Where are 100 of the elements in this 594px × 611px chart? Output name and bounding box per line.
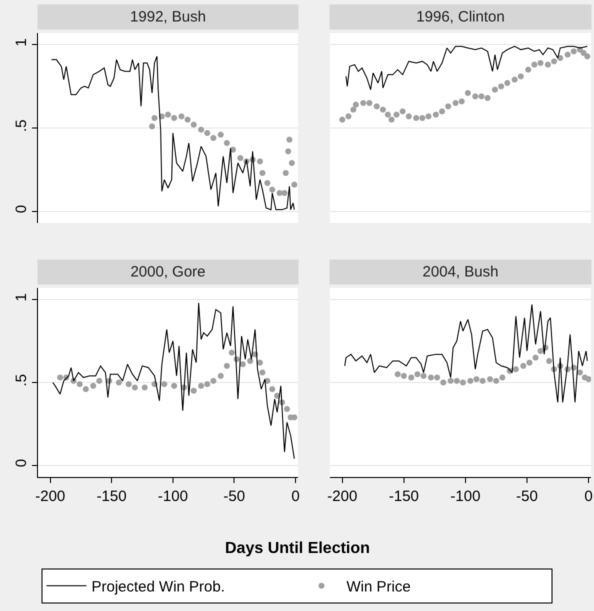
- point: [393, 112, 400, 118]
- x-axis-title: Days Until Election: [225, 540, 370, 557]
- point: [525, 66, 532, 73]
- point: [126, 381, 132, 388]
- point: [452, 100, 459, 106]
- point: [149, 123, 156, 130]
- point: [520, 362, 526, 369]
- point: [171, 382, 178, 389]
- point: [224, 140, 230, 146]
- point: [428, 374, 434, 381]
- point: [218, 372, 224, 379]
- point: [256, 158, 263, 164]
- chart-title: 2000, Gore: [130, 264, 206, 280]
- line-series: [50, 56, 295, 210]
- point: [284, 406, 290, 412]
- point: [350, 106, 356, 113]
- point: [384, 112, 391, 118]
- point: [439, 108, 446, 114]
- point: [345, 113, 352, 120]
- point: [570, 48, 577, 54]
- point: [57, 374, 64, 381]
- y-tick-label: 1: [13, 293, 30, 302]
- point: [76, 381, 83, 388]
- point: [586, 376, 591, 382]
- x-tick-label: -100: [158, 488, 188, 505]
- x-tick-label: -150: [388, 488, 419, 505]
- point: [360, 100, 366, 106]
- point: [178, 113, 184, 120]
- point: [408, 374, 414, 381]
- point: [414, 371, 420, 378]
- point: [218, 132, 224, 138]
- point: [259, 370, 266, 376]
- point: [204, 130, 210, 136]
- point: [90, 382, 96, 389]
- point: [531, 62, 538, 68]
- point: [546, 358, 552, 364]
- point: [264, 180, 270, 186]
- point: [400, 372, 407, 379]
- point: [499, 374, 506, 381]
- point: [352, 102, 359, 108]
- point: [544, 62, 551, 68]
- chart-title: 2004, Bush: [422, 264, 498, 280]
- y-tick-label: .5: [13, 119, 30, 132]
- point: [366, 100, 372, 106]
- point: [493, 378, 500, 384]
- point: [419, 115, 426, 121]
- point: [116, 380, 122, 386]
- point: [184, 116, 191, 123]
- point: [171, 115, 178, 121]
- point: [228, 350, 235, 356]
- point: [532, 354, 539, 361]
- point: [161, 381, 168, 388]
- point: [142, 384, 148, 390]
- point: [282, 170, 289, 176]
- point: [526, 360, 532, 366]
- point: [224, 362, 230, 369]
- point: [472, 93, 478, 100]
- point: [425, 113, 432, 120]
- y-tick-label: 0: [13, 204, 30, 214]
- point: [480, 378, 486, 384]
- point: [580, 50, 587, 56]
- point: [498, 83, 504, 90]
- chart-title: 1992, Bush: [130, 8, 206, 26]
- point: [445, 103, 452, 110]
- point: [474, 376, 480, 382]
- point: [237, 155, 244, 161]
- point: [198, 126, 204, 133]
- point: [440, 380, 446, 386]
- point: [454, 378, 460, 384]
- point: [240, 361, 246, 368]
- y-tick-label: .5: [13, 374, 30, 387]
- point: [288, 160, 295, 166]
- point: [82, 386, 89, 392]
- point: [388, 116, 395, 123]
- x-tick-label: -150: [96, 488, 127, 505]
- point: [413, 115, 420, 121]
- point: [269, 186, 276, 193]
- x-tick-label: 0: [584, 488, 593, 505]
- point: [512, 366, 519, 372]
- point: [538, 348, 544, 354]
- point: [584, 53, 590, 60]
- y-tick-label: 1: [13, 38, 30, 47]
- point: [259, 170, 266, 176]
- x-tick-label: -50: [516, 488, 538, 505]
- point: [484, 95, 491, 101]
- point: [512, 76, 518, 83]
- point: [190, 388, 197, 394]
- point: [247, 358, 254, 364]
- point: [460, 380, 466, 386]
- x-tick-label: 0: [291, 488, 300, 505]
- point: [152, 115, 158, 121]
- point: [285, 148, 292, 154]
- point: [165, 112, 171, 118]
- point: [282, 190, 288, 196]
- point: [380, 106, 386, 113]
- point: [448, 378, 454, 384]
- point: [504, 80, 510, 86]
- point: [210, 135, 216, 141]
- legend-label: Win Price: [346, 578, 411, 596]
- y-tick-label: 0: [13, 458, 30, 468]
